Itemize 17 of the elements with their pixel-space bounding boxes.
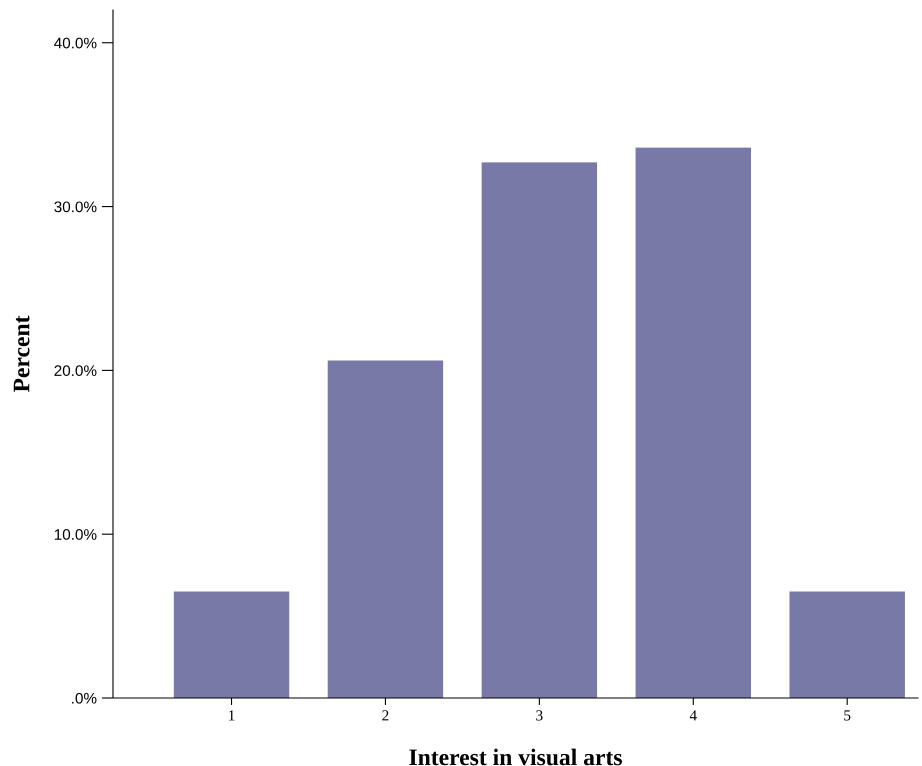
y-tick-label: 20.0% bbox=[54, 365, 96, 376]
bar bbox=[636, 148, 751, 698]
x-tick-label: 5 bbox=[844, 710, 850, 721]
bar bbox=[482, 162, 598, 698]
y-tick-label: 40.0% bbox=[54, 38, 96, 48]
bar bbox=[174, 592, 290, 698]
x-tick-label: 3 bbox=[536, 710, 543, 721]
y-tick-label: 10.0% bbox=[54, 529, 96, 540]
x-tick-label: 1 bbox=[229, 710, 234, 720]
y-axis-title: Percent bbox=[14, 316, 30, 392]
y-tick-label: .0% bbox=[72, 692, 96, 704]
y-tick-label: 30.0% bbox=[54, 201, 96, 212]
x-axis-title: Interest in visual arts bbox=[409, 748, 622, 766]
bar bbox=[328, 360, 444, 698]
x-tick-label: 4 bbox=[690, 710, 697, 720]
bar bbox=[789, 592, 905, 698]
x-tick-label: 2 bbox=[382, 710, 388, 720]
